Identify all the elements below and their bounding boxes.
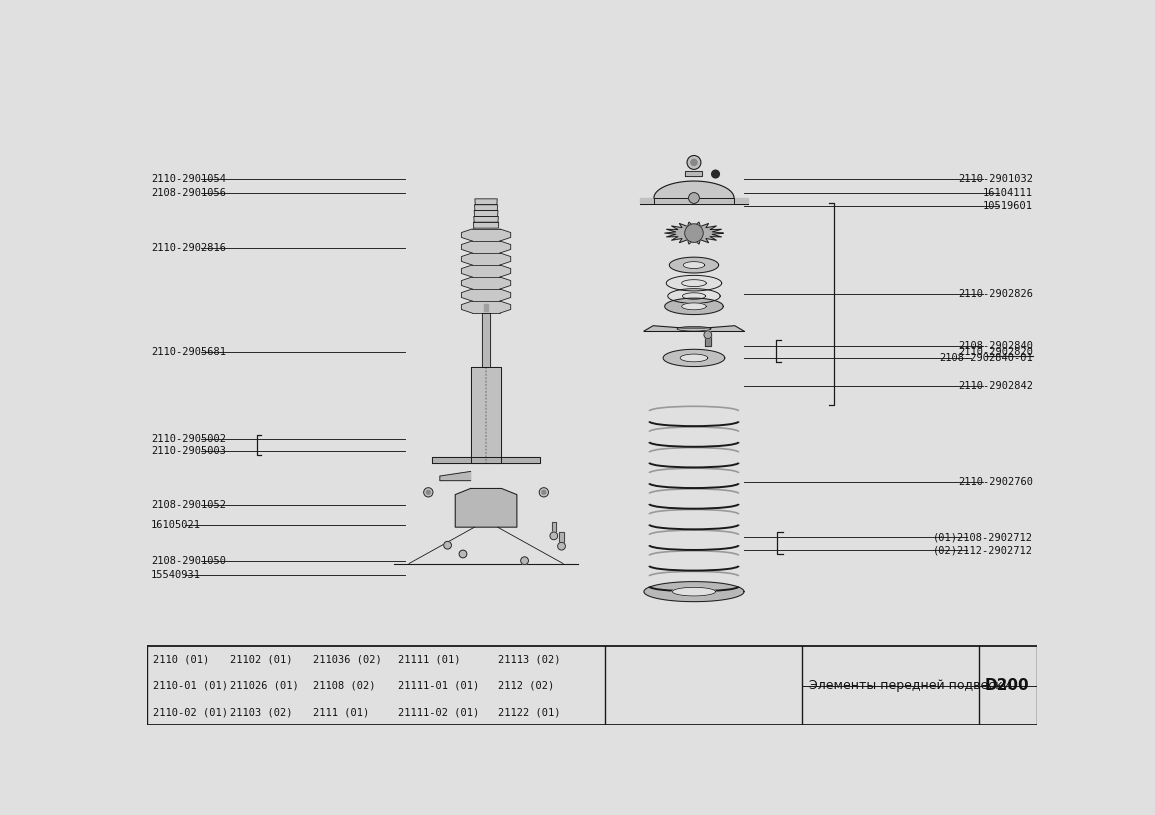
Circle shape (688, 192, 699, 204)
Text: 2110-01 (01): 2110-01 (01) (154, 681, 229, 690)
Text: 2108-2902840-01: 2108-2902840-01 (939, 353, 1033, 363)
Circle shape (711, 170, 720, 178)
Polygon shape (681, 303, 707, 310)
Text: 21111-02 (01): 21111-02 (01) (397, 707, 479, 717)
Polygon shape (432, 456, 539, 463)
Polygon shape (475, 210, 498, 217)
Circle shape (539, 487, 549, 497)
Polygon shape (663, 350, 724, 367)
Text: 2110-2902826: 2110-2902826 (957, 289, 1033, 299)
Polygon shape (474, 222, 499, 228)
Text: (01)2108-2902712: (01)2108-2902712 (933, 532, 1033, 543)
Polygon shape (482, 313, 490, 368)
Polygon shape (640, 198, 748, 205)
Polygon shape (680, 354, 708, 362)
Circle shape (703, 331, 711, 338)
Circle shape (558, 542, 565, 550)
Text: 15540931: 15540931 (151, 570, 201, 579)
Polygon shape (440, 471, 471, 481)
Polygon shape (461, 301, 511, 313)
Text: 2110-2901054: 2110-2901054 (151, 174, 226, 184)
Polygon shape (471, 368, 501, 463)
Circle shape (444, 541, 452, 549)
Polygon shape (461, 229, 511, 241)
Polygon shape (475, 199, 497, 205)
Circle shape (685, 224, 703, 242)
Text: 21122 (01): 21122 (01) (498, 707, 560, 717)
Polygon shape (559, 532, 564, 546)
Text: 2110 (01): 2110 (01) (154, 654, 210, 664)
Text: 2110-2905003: 2110-2905003 (151, 446, 226, 456)
Text: 2110-2902842: 2110-2902842 (957, 381, 1033, 391)
Text: 2110-2905002: 2110-2905002 (151, 434, 226, 444)
Text: 16105021: 16105021 (151, 520, 201, 530)
Polygon shape (644, 582, 744, 601)
Polygon shape (670, 258, 718, 273)
Text: 21102 (01): 21102 (01) (230, 654, 293, 664)
Polygon shape (455, 488, 516, 527)
Text: 2108-2901052: 2108-2901052 (151, 500, 226, 510)
Text: 2108-2901056: 2108-2901056 (151, 187, 226, 198)
Text: 2110-02 (01): 2110-02 (01) (154, 707, 229, 717)
Polygon shape (684, 262, 705, 268)
Circle shape (550, 532, 558, 540)
Circle shape (459, 550, 467, 557)
Polygon shape (484, 304, 489, 311)
Text: (02)2112-2902712: (02)2112-2902712 (933, 545, 1033, 555)
Text: D200: D200 (985, 678, 1029, 694)
Polygon shape (672, 588, 715, 596)
Text: 21111 (01): 21111 (01) (397, 654, 460, 664)
Text: 21113 (02): 21113 (02) (498, 654, 560, 664)
Text: 21108 (02): 21108 (02) (313, 681, 375, 690)
Text: Элементы передней подвески: Элементы передней подвески (810, 679, 1012, 692)
Polygon shape (461, 265, 511, 277)
Polygon shape (461, 253, 511, 265)
Polygon shape (461, 241, 511, 253)
Text: 2110-2902760: 2110-2902760 (957, 478, 1033, 487)
Polygon shape (474, 217, 498, 222)
Circle shape (687, 156, 701, 170)
Text: 211026 (01): 211026 (01) (230, 681, 299, 690)
Polygon shape (551, 522, 556, 535)
Circle shape (691, 160, 696, 165)
Polygon shape (664, 222, 723, 244)
Text: 21111-01 (01): 21111-01 (01) (397, 681, 479, 690)
Polygon shape (654, 181, 733, 198)
Text: 211036 (02): 211036 (02) (313, 654, 381, 664)
Text: 2110-2901032: 2110-2901032 (957, 174, 1033, 184)
Text: 2111 (01): 2111 (01) (313, 707, 370, 717)
Text: 21103 (02): 21103 (02) (230, 707, 293, 717)
Text: 2110-2902820: 2110-2902820 (957, 346, 1033, 357)
Circle shape (521, 557, 529, 565)
Polygon shape (461, 277, 511, 289)
Polygon shape (461, 289, 511, 301)
Polygon shape (475, 205, 498, 210)
Text: 2112 (02): 2112 (02) (498, 681, 554, 690)
Text: 10519601: 10519601 (983, 200, 1033, 211)
Text: 2110-2902816: 2110-2902816 (151, 243, 226, 253)
Circle shape (542, 491, 545, 494)
Polygon shape (643, 326, 744, 331)
Polygon shape (705, 335, 710, 346)
Text: 2110-2905681: 2110-2905681 (151, 346, 226, 357)
Text: 16104111: 16104111 (983, 187, 1033, 198)
Polygon shape (685, 171, 702, 176)
Polygon shape (665, 298, 723, 315)
Circle shape (424, 487, 433, 497)
Circle shape (426, 491, 430, 494)
Text: 2108-2901050: 2108-2901050 (151, 556, 226, 566)
Text: 2108-2902840: 2108-2902840 (957, 341, 1033, 350)
